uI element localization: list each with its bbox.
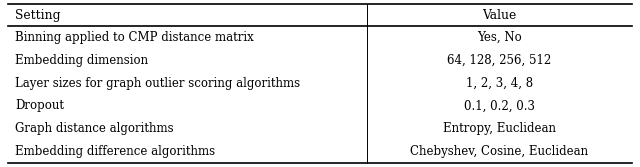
- Text: Setting: Setting: [15, 9, 61, 22]
- Text: Yes, No: Yes, No: [477, 31, 522, 44]
- Text: 64, 128, 256, 512: 64, 128, 256, 512: [447, 54, 552, 67]
- Text: Dropout: Dropout: [15, 100, 64, 112]
- Text: Embedding dimension: Embedding dimension: [15, 54, 148, 67]
- Text: Layer sizes for graph outlier scoring algorithms: Layer sizes for graph outlier scoring al…: [15, 77, 300, 90]
- Text: Entropy, Euclidean: Entropy, Euclidean: [443, 122, 556, 135]
- Text: Embedding difference algorithms: Embedding difference algorithms: [15, 145, 215, 158]
- Text: Chebyshev, Cosine, Euclidean: Chebyshev, Cosine, Euclidean: [410, 145, 588, 158]
- Text: 1, 2, 3, 4, 8: 1, 2, 3, 4, 8: [466, 77, 533, 90]
- Text: Value: Value: [483, 9, 516, 22]
- Text: Graph distance algorithms: Graph distance algorithms: [15, 122, 173, 135]
- Text: Binning applied to CMP distance matrix: Binning applied to CMP distance matrix: [15, 31, 253, 44]
- Text: 0.1, 0.2, 0.3: 0.1, 0.2, 0.3: [464, 100, 535, 112]
